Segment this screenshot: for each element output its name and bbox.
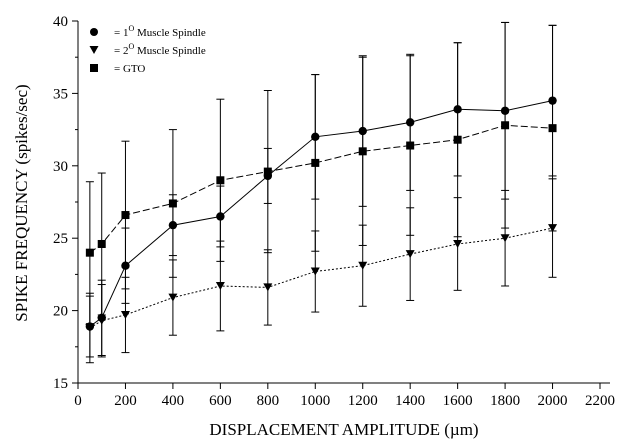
y-tick-label: 35 xyxy=(53,86,68,102)
x-tick-label: 1800 xyxy=(490,393,520,409)
legend-item-secondary: = 2O Muscle Spindle xyxy=(89,42,206,57)
y-ticks: 15 20 25 30 35 40 xyxy=(53,14,78,392)
legend-primary-prefix: = 1 xyxy=(114,27,128,39)
data-point-triangle xyxy=(405,250,415,259)
legend-secondary-prefix: = 2 xyxy=(114,45,128,57)
legend: = 1O Muscle Spindle = 2O Muscle Spindle … xyxy=(89,24,206,75)
x-tick-label: 1000 xyxy=(300,393,330,409)
x-tick-label: 2200 xyxy=(585,393,615,409)
data-point-square xyxy=(168,199,177,208)
data-point-square xyxy=(85,248,94,257)
data-point-square xyxy=(548,124,557,133)
y-tick-label: 30 xyxy=(53,159,68,175)
x-tick-label: 600 xyxy=(209,393,232,409)
x-tick-label: 2000 xyxy=(538,393,568,409)
x-tick-label: 1600 xyxy=(443,393,473,409)
legend-label-primary: = 1O Muscle Spindle xyxy=(114,24,206,39)
y-axis-title: SPIKE FREQUENCY (spikes/sec) xyxy=(12,84,31,321)
series-secondary xyxy=(85,178,558,364)
data-point-square xyxy=(263,167,272,176)
y-tick-label: 25 xyxy=(53,231,68,247)
data-point-triangle xyxy=(97,316,107,325)
series-line-primary xyxy=(89,100,553,327)
data-point-triangle xyxy=(120,310,130,319)
data-point-triangle xyxy=(263,283,273,292)
data-point-square xyxy=(121,211,130,220)
legend-secondary-sup: O xyxy=(128,42,134,51)
data-point-square xyxy=(311,158,320,167)
legend-primary-suffix: Muscle Spindle xyxy=(134,27,206,39)
data-point-square xyxy=(406,141,415,150)
legend-circle-marker xyxy=(90,28,98,36)
y-tick-label: 20 xyxy=(53,304,68,320)
x-tick-label: 800 xyxy=(257,393,280,409)
data-point-triangle xyxy=(310,267,320,276)
legend-primary-sup: O xyxy=(128,24,134,33)
x-tick-label: 400 xyxy=(162,393,185,409)
data-point-triangle xyxy=(453,239,463,248)
legend-label-secondary: = 2O Muscle Spindle xyxy=(114,42,206,57)
data-point-square xyxy=(453,135,462,144)
x-axis-title: DISPLACEMENT AMPLITUDE (µm) xyxy=(209,420,478,439)
data-point-triangle xyxy=(215,281,225,290)
data-point-square xyxy=(97,239,106,248)
axes xyxy=(77,21,610,384)
series-line-gto xyxy=(89,124,553,254)
legend-item-gto: = GTO xyxy=(90,63,145,75)
x-tick-label: 200 xyxy=(114,393,137,409)
series-primary xyxy=(85,21,557,358)
y-tick-label: 40 xyxy=(53,14,68,30)
data-point-square xyxy=(216,176,225,185)
legend-secondary-suffix: Muscle Spindle xyxy=(134,45,206,57)
data-point-square xyxy=(501,121,510,130)
y-tick-label: 15 xyxy=(53,376,68,392)
data-point-triangle xyxy=(358,261,368,270)
data-point-triangle xyxy=(500,234,510,243)
x-tick-label: 0 xyxy=(74,393,82,409)
legend-square-marker xyxy=(90,64,98,72)
x-tick-label: 1400 xyxy=(395,393,425,409)
x-ticks: 0 200 400 600 800 1000 1200 1400 1600 1800 2000 220… xyxy=(74,383,615,409)
series-gto xyxy=(85,21,557,325)
series-layer xyxy=(85,21,558,364)
series-line-secondary xyxy=(89,227,553,329)
data-point-triangle xyxy=(85,323,95,332)
data-point-triangle xyxy=(168,293,178,302)
legend-item-primary: = 1O Muscle Spindle xyxy=(90,24,206,39)
legend-label-gto: = GTO xyxy=(114,63,145,75)
legend-triangle-marker xyxy=(89,46,99,54)
data-point-square xyxy=(358,147,367,156)
x-tick-label: 1200 xyxy=(348,393,378,409)
